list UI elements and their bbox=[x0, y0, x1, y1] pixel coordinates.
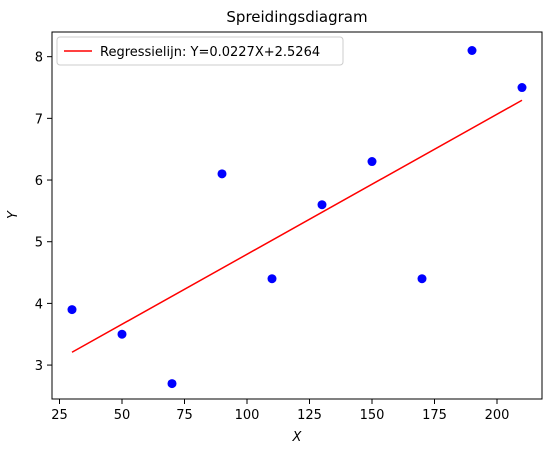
x-tick-label: 150 bbox=[360, 408, 385, 423]
legend-label-regression: Regressielijn: Y=0.0227X+2.5264 bbox=[100, 45, 320, 60]
data-point bbox=[117, 329, 127, 339]
data-point bbox=[67, 305, 77, 315]
y-tick-label: 6 bbox=[35, 174, 43, 189]
data-point bbox=[267, 274, 277, 284]
x-tick-label: 125 bbox=[297, 408, 322, 423]
chart-title: Spreidingsdiagram bbox=[226, 8, 367, 26]
y-tick-label: 4 bbox=[35, 297, 43, 312]
x-tick-label: 100 bbox=[235, 408, 260, 423]
y-tick-label: 5 bbox=[35, 236, 43, 251]
y-tick-label: 8 bbox=[35, 51, 43, 66]
data-point bbox=[167, 379, 177, 389]
data-point bbox=[317, 200, 327, 210]
data-point bbox=[367, 157, 377, 167]
x-tick-label: 50 bbox=[114, 408, 131, 423]
data-point bbox=[217, 169, 227, 179]
y-tick-label: 7 bbox=[35, 112, 43, 127]
plot-area bbox=[67, 46, 527, 389]
x-axis-label: X bbox=[292, 430, 303, 445]
x-tick-label: 175 bbox=[422, 408, 447, 423]
legend-box bbox=[56, 36, 344, 66]
legend: Regressielijn: Y=0.0227X+2.5264 bbox=[56, 36, 344, 66]
y-axis-label: Y bbox=[6, 210, 21, 219]
axis-ticks: 25 50 75 100 125 150 175 200 3 4 5 6 7 8 bbox=[35, 51, 510, 423]
data-point bbox=[417, 274, 427, 284]
x-tick-label: 25 bbox=[51, 408, 68, 423]
data-point bbox=[517, 83, 527, 93]
regression-line bbox=[71, 99, 523, 353]
data-point bbox=[467, 46, 477, 56]
x-tick-label: 75 bbox=[176, 408, 193, 423]
plot-frame bbox=[51, 31, 543, 400]
y-tick-label: 3 bbox=[35, 359, 43, 374]
x-tick-label: 200 bbox=[485, 408, 510, 423]
